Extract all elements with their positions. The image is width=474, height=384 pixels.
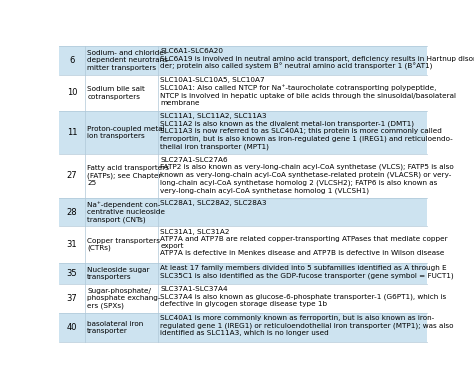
Text: At least 17 family members divided into 5 subfamilies identified as A through E
: At least 17 family members divided into … [160, 265, 454, 278]
Text: 31: 31 [67, 240, 77, 249]
Text: 6: 6 [69, 56, 75, 65]
Text: 28: 28 [67, 208, 77, 217]
Text: SLC11A1, SLC11A2, SLC11A3
SLC11A2 is also known as the divalent metal-ion transp: SLC11A1, SLC11A2, SLC11A3 SLC11A2 is als… [160, 113, 453, 150]
Text: Nucleoside sugar
transporters: Nucleoside sugar transporters [87, 267, 150, 280]
Bar [59, 75, 427, 111]
Text: basolateral iron
transporter: basolateral iron transporter [87, 321, 144, 334]
Bar [59, 111, 427, 154]
Text: Fatty acid transporters
(FATPs); see Chapter
25: Fatty acid transporters (FATPs); see Cha… [87, 166, 169, 187]
Text: Na⁺-dependent con-
centrative nucleoside
transport (CNTs): Na⁺-dependent con- centrative nucleoside… [87, 201, 165, 223]
Text: 40: 40 [67, 323, 77, 332]
Text: SLC28A1, SLC28A2, SLC28A3: SLC28A1, SLC28A2, SLC28A3 [160, 200, 267, 206]
Text: SLC6A1-SLC6A20
SLC6A19 is involved in neutral amino acid transport, deficiency r: SLC6A1-SLC6A20 SLC6A19 is involved in ne… [160, 48, 474, 70]
Bar [59, 263, 427, 284]
Bar [59, 227, 427, 263]
Text: 11: 11 [67, 128, 77, 137]
Text: SLC37A1-SLC37A4
SLC37A4 is also known as glucose-6-phosphate transporter-1 (G6PT: SLC37A1-SLC37A4 SLC37A4 is also known as… [160, 286, 447, 307]
Text: Proton-coupled metal
ion transporters: Proton-coupled metal ion transporters [87, 126, 165, 139]
Text: SLC10A1-SLC10A5, SLC10A7
SLC10A1: Also called NTCP for Na⁺-taurocholate cotransp: SLC10A1-SLC10A5, SLC10A7 SLC10A1: Also c… [160, 77, 456, 106]
Text: SLC27A1-SLC27A6
FATP2 is also known as very-long-chain acyl-CoA synthetase (VLCS: SLC27A1-SLC27A6 FATP2 is also known as v… [160, 157, 454, 194]
Text: 37: 37 [67, 294, 77, 303]
Bar [59, 46, 427, 75]
Text: Sugar-phosphate/
phosphate exchang-
ers (SPXs): Sugar-phosphate/ phosphate exchang- ers … [87, 288, 161, 309]
Bar [59, 198, 427, 227]
Text: Copper transporters
(CTRs): Copper transporters (CTRs) [87, 238, 160, 252]
Text: SLC31A1, SLC31A2
ATP7A and ATP7B are related copper-transporting ATPases that me: SLC31A1, SLC31A2 ATP7A and ATP7B are rel… [160, 229, 448, 257]
Text: Sodium- and chloride-
dependent neurotrans-
mitter transporters: Sodium- and chloride- dependent neurotra… [87, 50, 171, 71]
Text: 27: 27 [67, 172, 77, 180]
Text: SLC40A1 is more commonly known as ferroportin, but is also known as iron-
regula: SLC40A1 is more commonly known as ferrop… [160, 315, 454, 336]
Bar [59, 284, 427, 313]
Text: 35: 35 [67, 269, 77, 278]
Text: Sodium bile salt
cotransporters: Sodium bile salt cotransporters [87, 86, 145, 99]
Bar [59, 313, 427, 342]
Text: 10: 10 [67, 88, 77, 98]
Bar [59, 154, 427, 198]
